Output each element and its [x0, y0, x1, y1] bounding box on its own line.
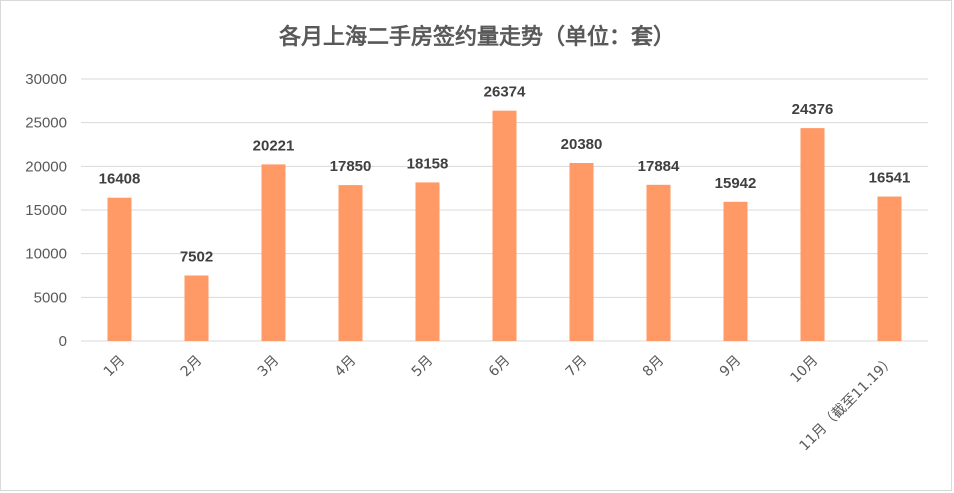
bars	[107, 110, 902, 341]
x-tick-label: 8月	[640, 353, 668, 381]
data-label: 17850	[330, 158, 372, 175]
bar	[723, 201, 748, 341]
bar	[877, 196, 902, 341]
x-tick-label: 10月	[788, 353, 822, 387]
y-tick-label: 10000	[25, 246, 67, 263]
data-label: 20380	[561, 136, 603, 153]
y-axis-ticks: 0 5000 10000 15000 20000 25000 30000	[25, 71, 67, 350]
y-tick-label: 30000	[25, 71, 67, 88]
bar	[415, 182, 440, 341]
bar	[338, 185, 363, 341]
y-tick-label: 25000	[25, 115, 67, 132]
x-tick-label: 1月	[101, 353, 129, 381]
x-tick-label: 9月	[717, 353, 745, 381]
data-label: 17884	[638, 158, 680, 175]
y-tick-label: 20000	[25, 158, 67, 175]
data-label: 20221	[253, 137, 295, 154]
x-tick-label: 5月	[409, 353, 437, 381]
data-label: 18158	[407, 155, 449, 172]
data-label: 15942	[715, 175, 757, 192]
y-tick-label: 15000	[25, 202, 67, 219]
y-tick-label: 5000	[34, 289, 67, 306]
data-label: 24376	[792, 101, 834, 118]
bar	[184, 275, 209, 341]
bar	[261, 164, 286, 341]
data-label: 16541	[869, 170, 911, 187]
bar	[492, 110, 517, 341]
data-labels: 16408 7502 20221 17850 18158 26374 20380 17884 1…	[99, 84, 911, 266]
y-tick-label: 0	[59, 333, 67, 350]
bar	[800, 128, 825, 341]
data-label: 16408	[99, 171, 141, 188]
x-tick-label: 4月	[332, 353, 360, 381]
chart-title: 各月上海二手房签约量走势（单位：套）	[278, 24, 675, 50]
x-tick-label: 6月	[486, 353, 514, 381]
x-tick-label: 3月	[255, 353, 283, 381]
data-label: 26374	[484, 84, 526, 101]
data-label: 7502	[180, 248, 213, 265]
bar	[646, 184, 671, 341]
x-tick-label: 7月	[563, 353, 591, 381]
bar	[569, 163, 594, 341]
bar	[107, 197, 132, 341]
x-tick-label: 2月	[178, 353, 206, 381]
